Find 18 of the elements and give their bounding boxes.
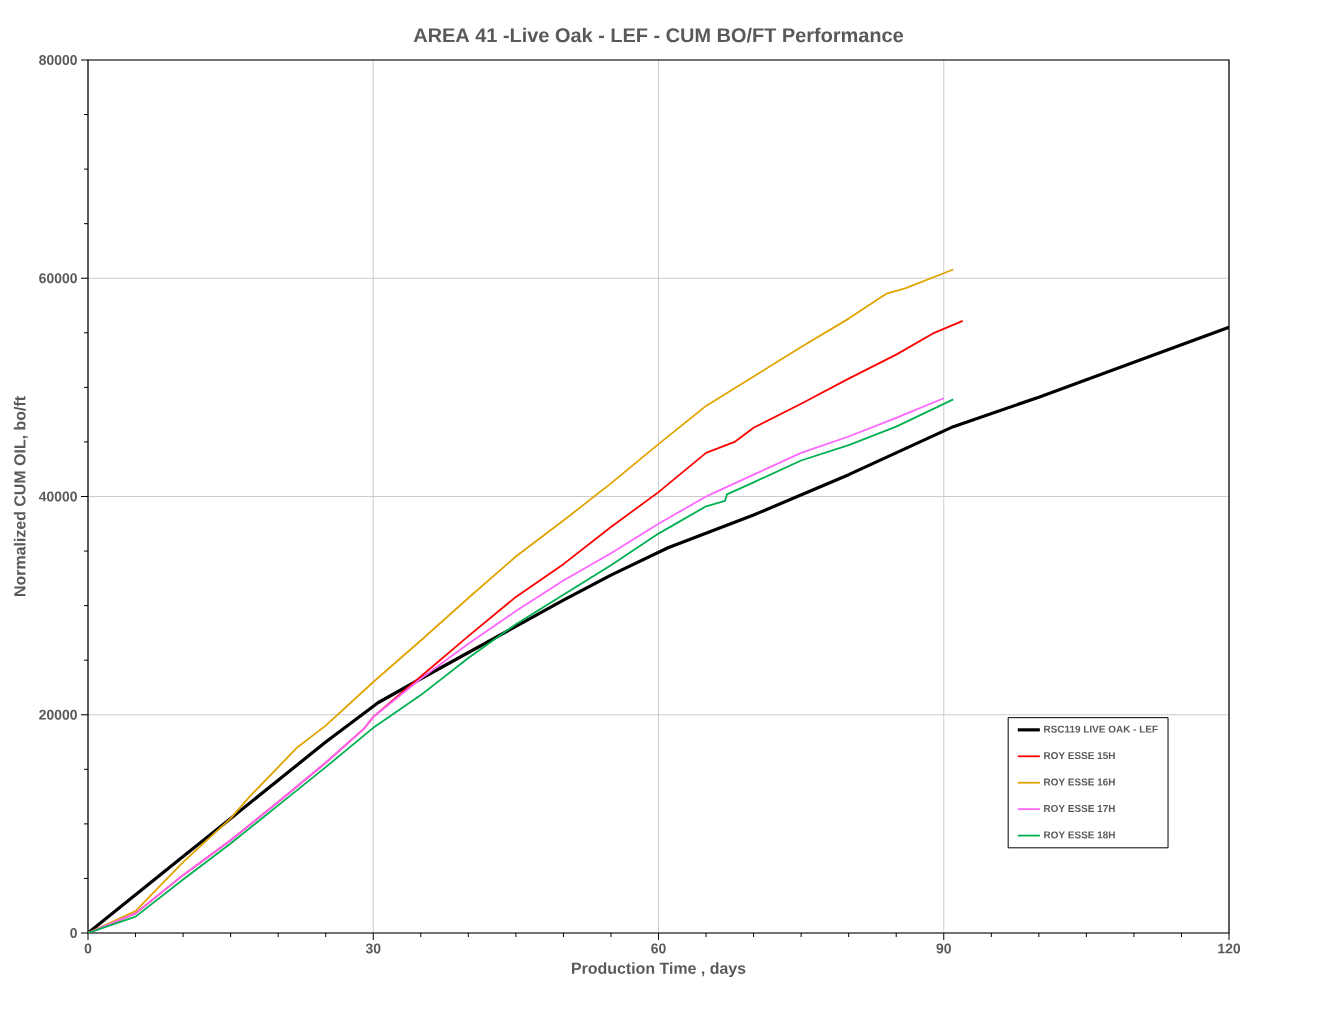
legend-label: ROY ESSE 17H xyxy=(1044,804,1115,812)
x-tick-label: 60 xyxy=(651,943,666,954)
chart-title: AREA 41 -Live Oak - LEF - CUM BO/FT Performance xyxy=(413,27,904,43)
legend-label: ROY ESSE 16H xyxy=(1044,778,1115,786)
x-tick-label: 90 xyxy=(936,943,951,954)
x-axis-title: Production Time , days xyxy=(572,962,746,978)
x-tick-label: 120 xyxy=(1218,943,1241,954)
y-tick-label: 60000 xyxy=(39,273,77,284)
x-tick-label: 30 xyxy=(365,943,381,954)
y-tick-label: 80000 xyxy=(39,55,77,65)
y-axis-title: Normalized CUM OIL, bo/ft xyxy=(13,396,28,596)
y-tick-label: 20000 xyxy=(39,709,77,720)
legend-label: ROY ESSE 15H xyxy=(1044,752,1115,760)
y-tick-label: 40000 xyxy=(38,491,77,502)
legend-label: ROY ESSE 18H xyxy=(1044,831,1115,839)
legend-label: RSC119 LIVE OAK - LEF xyxy=(1044,725,1158,733)
y-tick-label: 0 xyxy=(70,928,77,938)
x-tick-label: 0 xyxy=(84,943,92,954)
